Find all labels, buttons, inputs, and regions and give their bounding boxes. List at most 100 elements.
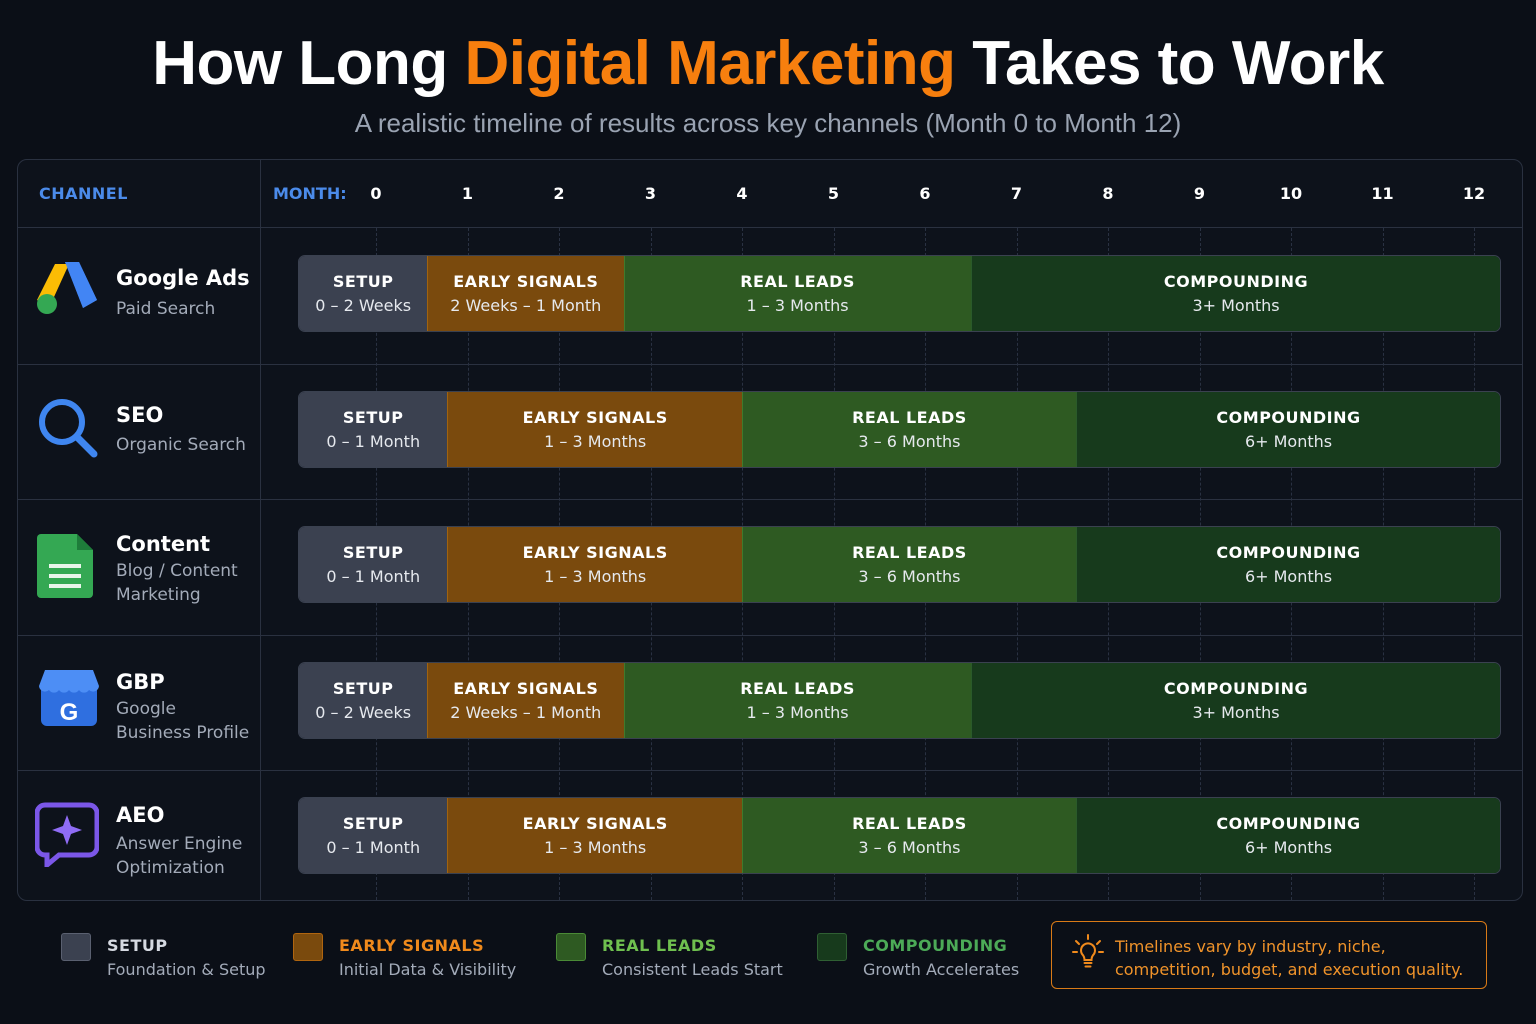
month-tick-label: 12 <box>1462 184 1486 203</box>
channel-subtitle: Google Business Profile <box>116 699 250 743</box>
month-tick-label: 0 <box>370 184 382 203</box>
segment-duration: 0 – 2 Weeks <box>315 296 412 315</box>
month-tick-label: 4 <box>736 184 748 203</box>
segment-label: SETUP <box>332 272 394 291</box>
lightbulb-icon <box>1072 934 1104 968</box>
month-tick-label: 8 <box>1102 184 1114 203</box>
timeline-bar: SETUP 0 – 1 Month EARLY SIGNALS 1 – 3 Month… <box>298 526 1502 603</box>
segment-label: SETUP <box>332 678 394 698</box>
timeline-bar: SETUP 0 – 2 Weeks EARLY SIGNALS 2 Weeks – 1… <box>298 255 1502 332</box>
month-tick-label: 3 <box>644 184 657 203</box>
disclaimer-text: Timelines vary by industry, niche, compe… <box>1115 937 1464 979</box>
bar-segment-early: EARLY SIGNALS 1 – 3 Months <box>447 527 743 602</box>
bar-segment-setup: SETUP 0 – 1 Month <box>299 527 448 602</box>
channel-name: AEO <box>116 803 165 827</box>
legend-description: Consistent Leads Start <box>602 960 783 979</box>
segment-label: REAL LEADS <box>740 272 855 291</box>
channel-name: SEO <box>116 403 164 427</box>
segment-duration: 3 – 6 Months <box>858 838 961 857</box>
search-icon <box>36 396 100 464</box>
month-tick-label: 9 <box>1193 184 1206 203</box>
legend-label: EARLY SIGNALS <box>339 936 485 955</box>
segment-label: EARLY SIGNALS <box>522 407 668 427</box>
segment-duration: 1 – 3 Months <box>544 567 647 586</box>
legend-description: Initial Data & Visibility <box>339 960 517 979</box>
page-subtitle: A realistic timeline of results across k… <box>354 108 1182 138</box>
storefront-icon: G <box>35 666 103 734</box>
bar-segment-setup: SETUP 0 – 1 Month <box>299 798 448 873</box>
segment-duration: 0 – 1 Month <box>326 838 421 857</box>
segment-duration: 0 – 1 Month <box>326 431 421 451</box>
row-divider <box>17 499 1523 500</box>
month-tick-label: 1 <box>461 184 474 203</box>
title-highlight: Digital Marketing <box>464 29 957 98</box>
segment-label: COMPOUNDING <box>1163 272 1309 291</box>
timeline-bar: SETUP 0 – 2 Weeks EARLY SIGNALS 2 Weeks – 1… <box>298 661 1502 739</box>
channel-name: Content <box>116 532 211 556</box>
bar-segment-comp: COMPOUNDING 3+ Months <box>970 662 1501 738</box>
bar-segment-real: REAL LEADS 3 – 6 Months <box>742 527 1076 602</box>
bar-segment-real: REAL LEADS 3 – 6 Months <box>742 798 1076 873</box>
segment-label: REAL LEADS <box>852 407 967 427</box>
month-tick-label: 6 <box>919 184 931 203</box>
legend-swatch-comp <box>817 933 847 961</box>
page-title: How Long Digital Marketing Takes to Work <box>0 28 1536 99</box>
segment-duration: 0 – 2 Weeks <box>315 702 412 722</box>
channel-column-divider <box>260 160 261 900</box>
bar-segment-comp: COMPOUNDING 6+ Months <box>1075 527 1501 602</box>
segment-duration: 1 – 3 Months <box>544 431 647 451</box>
legend-description: Foundation & Setup <box>107 960 266 979</box>
legend-swatch-real <box>556 933 586 961</box>
segment-label: SETUP <box>342 814 404 833</box>
month-tick-label: 2 <box>553 184 565 203</box>
channel-name: GBP <box>116 670 165 694</box>
bar-segment-comp: COMPOUNDING 6+ Months <box>1075 798 1501 873</box>
segment-label: SETUP <box>342 407 404 427</box>
bar-segment-early: EARLY SIGNALS 2 Weeks – 1 Month <box>427 662 624 738</box>
document-icon <box>37 532 97 606</box>
google-ads-icon <box>35 256 99 324</box>
channel-subtitle: Organic Search <box>116 435 246 455</box>
legend-swatch-early <box>293 933 323 961</box>
bar-segment-early: EARLY SIGNALS 1 – 3 Months <box>447 798 743 873</box>
segment-label: REAL LEADS <box>852 814 967 833</box>
bar-segment-setup: SETUP 0 – 1 Month <box>299 391 448 467</box>
segment-duration: 3 – 6 Months <box>858 567 961 586</box>
segment-label: COMPOUNDING <box>1163 678 1309 698</box>
segment-duration: 6+ Months <box>1244 567 1333 586</box>
bar-segment-real: REAL LEADS 1 – 3 Months <box>623 662 971 738</box>
row-divider <box>17 363 1523 365</box>
month-tick-label: 10 <box>1279 184 1303 203</box>
title-prefix: How Long <box>152 29 465 98</box>
legend-label: REAL LEADS <box>602 936 717 955</box>
row-divider <box>17 634 1523 636</box>
segment-duration: 3 – 6 Months <box>858 431 961 451</box>
bar-segment-real: REAL LEADS 3 – 6 Months <box>742 391 1076 467</box>
segment-duration: 1 – 3 Months <box>544 838 647 857</box>
bar-segment-real: REAL LEADS 1 – 3 Months <box>623 256 971 331</box>
legend-swatch-setup <box>61 933 91 961</box>
channel-subtitle: Blog / Content Marketing <box>116 561 238 605</box>
segment-duration: 1 – 3 Months <box>746 702 849 722</box>
channel-subtitle: Paid Search <box>116 299 216 319</box>
month-tick-label: 11 <box>1371 184 1394 203</box>
month-tick-label: 5 <box>827 184 840 203</box>
segment-duration: 6+ Months <box>1244 838 1333 857</box>
row-divider <box>17 770 1523 771</box>
segment-label: EARLY SIGNALS <box>522 543 668 562</box>
segment-duration: 2 Weeks – 1 Month <box>450 296 602 315</box>
segment-duration: 2 Weeks – 1 Month <box>450 702 602 722</box>
segment-label: SETUP <box>342 543 404 562</box>
segment-label: EARLY SIGNALS <box>453 272 599 291</box>
segment-duration: 3+ Months <box>1192 296 1280 315</box>
segment-label: EARLY SIGNALS <box>522 814 668 833</box>
bar-segment-comp: COMPOUNDING 6+ Months <box>1075 391 1501 467</box>
segment-label: REAL LEADS <box>852 543 967 562</box>
disclaimer-note <box>1051 921 1487 989</box>
segment-duration: 1 – 3 Months <box>746 296 849 315</box>
bar-segment-early: EARLY SIGNALS 1 – 3 Months <box>447 391 743 467</box>
bar-segment-setup: SETUP 0 – 2 Weeks <box>299 662 428 738</box>
timeline-bar: SETUP 0 – 1 Month EARLY SIGNALS 1 – 3 Month… <box>298 390 1502 468</box>
channel-header: CHANNEL <box>39 184 128 203</box>
svg-text:G: G <box>60 699 79 726</box>
